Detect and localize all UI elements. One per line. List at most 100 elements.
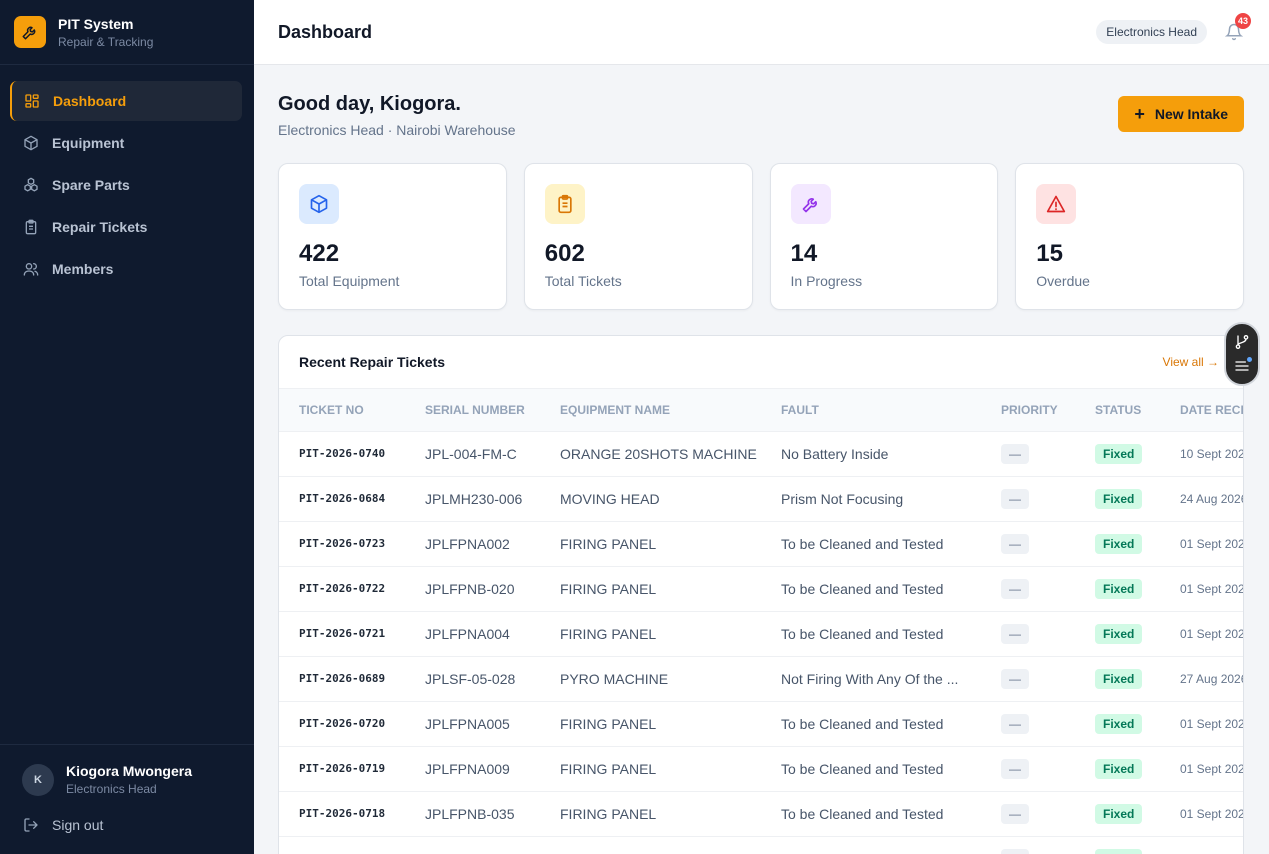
ticket-number-cell: PIT-2026-0718 bbox=[279, 790, 405, 836]
fault-cell: To be Cleaned and Tested bbox=[761, 835, 981, 854]
card-title: Recent Repair Tickets bbox=[299, 354, 446, 370]
table-row[interactable]: PIT-2026-0740 JPL-004-FM-C ORANGE 20SHOTS … bbox=[279, 430, 1243, 476]
sidebar-item-repair-tickets[interactable]: Repair Tickets bbox=[10, 207, 242, 247]
menu-button[interactable] bbox=[1232, 356, 1252, 376]
status-badge: Fixed bbox=[1095, 623, 1143, 644]
priority-cell: — bbox=[981, 655, 1075, 701]
fault-cell: To be Cleaned and Tested bbox=[761, 790, 981, 836]
column-header[interactable]: FAULT bbox=[761, 389, 981, 431]
box-icon bbox=[22, 134, 40, 152]
date-cell: 01 Sept 2026 bbox=[1160, 745, 1243, 791]
table-row[interactable]: PIT-2026-0723 JPLFPNA002 FIRING PANEL To be… bbox=[279, 520, 1243, 566]
sidebar-item-members[interactable]: Members bbox=[10, 249, 242, 289]
stat-label: Total Tickets bbox=[544, 273, 622, 289]
serial-number-cell: JPLFPNA009 bbox=[405, 745, 540, 791]
stat-card-total-tickets: 602 Total Tickets bbox=[523, 163, 753, 310]
table-row[interactable]: PIT-2026-0719 JPLFPNA009 FIRING PANEL To be… bbox=[279, 745, 1243, 791]
serial-number-cell: JPLFPNA002 bbox=[405, 520, 540, 566]
stat-card-overdue: 15 Overdue bbox=[1015, 163, 1244, 310]
fault-cell: Prism Not Focusing bbox=[761, 475, 981, 521]
table-row[interactable]: PIT-2026-0720 JPLFPNA005 FIRING PANEL To be… bbox=[279, 700, 1243, 746]
priority-badge: — bbox=[1001, 488, 1029, 509]
recent-tickets-card: Recent Repair Tickets View all → TICKET … bbox=[278, 335, 1244, 854]
stat-value: 602 bbox=[544, 240, 585, 267]
table-row[interactable]: PIT-2026-0721 JPLFPNA004 FIRING PANEL To be… bbox=[279, 610, 1243, 656]
sign-out-button[interactable]: Sign out bbox=[22, 816, 232, 834]
top-header: Dashboard Electronics Head 43 bbox=[254, 0, 1269, 65]
user-profile: K Kiogora Mwongera Electronics Head bbox=[22, 763, 232, 796]
status-cell: Fixed bbox=[1075, 655, 1160, 701]
equipment-name-cell: FIRING PANEL bbox=[540, 520, 761, 566]
column-header[interactable]: PRIORITY bbox=[981, 389, 1075, 431]
column-header[interactable]: SERIAL NUMBER bbox=[405, 389, 540, 431]
date-cell: 01 Sept 2026 bbox=[1160, 790, 1243, 836]
sidebar-item-equipment[interactable]: Equipment bbox=[10, 123, 242, 163]
column-header[interactable]: STATUS bbox=[1075, 389, 1160, 431]
table-row[interactable]: PIT-2026-0684 JPLMH230-006 MOVING HEAD Pris… bbox=[279, 475, 1243, 521]
date-cell: 10 Sept 2026 bbox=[1160, 430, 1243, 476]
date-cell: 24 Aug 2026 bbox=[1160, 475, 1243, 521]
notifications-button[interactable]: 43 bbox=[1223, 13, 1251, 43]
sidebar-item-dashboard[interactable]: Dashboard bbox=[10, 81, 242, 121]
branch-button[interactable] bbox=[1232, 332, 1252, 352]
fault-cell: No Battery Inside bbox=[761, 430, 981, 476]
priority-cell: — bbox=[981, 700, 1075, 746]
ticket-number-cell: PIT-2026-0689 bbox=[279, 655, 405, 701]
status-badge: Fixed bbox=[1095, 668, 1143, 689]
priority-badge: — bbox=[1001, 578, 1029, 599]
greeting-title: Good day, Kiogora. bbox=[278, 93, 461, 115]
stat-value: 14 bbox=[790, 240, 818, 267]
table-row[interactable]: PIT-2026-0689 JPLSF-05-028 PYRO MACHINE Not… bbox=[279, 655, 1243, 701]
stat-label: In Progress bbox=[790, 273, 863, 289]
parts-icon bbox=[22, 176, 40, 194]
view-all-link[interactable]: View all → bbox=[1162, 355, 1219, 369]
sidebar-nav: Dashboard Equipment Spare Parts Repair T… bbox=[0, 65, 254, 289]
stat-value: 15 bbox=[1036, 240, 1063, 267]
ticket-number-cell: PIT-2026-0722 bbox=[279, 565, 405, 611]
fault-cell: To be Cleaned and Tested bbox=[761, 520, 981, 566]
fault-cell: To be Cleaned and Tested bbox=[761, 700, 981, 746]
equipment-name-cell: FIRING PANEL bbox=[540, 790, 761, 836]
serial-number-cell: JPLFPNB-020 bbox=[405, 565, 540, 611]
priority-cell: — bbox=[981, 835, 1075, 854]
equipment-name-cell: PYRO MACHINE bbox=[540, 655, 761, 701]
status-badge: Fixed bbox=[1095, 443, 1143, 464]
status-badge: Fixed bbox=[1095, 533, 1143, 554]
table-row[interactable]: PIT-2026-0722 JPLFPNB-020 FIRING PANEL To b… bbox=[279, 565, 1243, 611]
stat-value: 422 bbox=[299, 240, 340, 267]
fault-cell: To be Cleaned and Tested bbox=[761, 565, 981, 611]
wrench-icon bbox=[14, 16, 46, 48]
user-name: Kiogora Mwongera bbox=[66, 763, 193, 779]
clipboard-icon bbox=[22, 218, 40, 236]
date-cell: 01 Sept 2026 bbox=[1160, 700, 1243, 746]
column-header[interactable]: TICKET NO bbox=[279, 389, 405, 431]
status-cell: Fixed bbox=[1075, 835, 1160, 854]
new-intake-button[interactable]: + New Intake bbox=[1118, 96, 1244, 132]
brand-title: PIT System bbox=[58, 15, 134, 32]
status-cell: Fixed bbox=[1075, 475, 1160, 521]
status-cell: Fixed bbox=[1075, 520, 1160, 566]
sidebar-item-label: Members bbox=[52, 261, 114, 277]
box-icon bbox=[299, 184, 339, 224]
status-cell: Fixed bbox=[1075, 430, 1160, 476]
ticket-number-cell: PIT-2026-0717 bbox=[279, 835, 405, 854]
sidebar-item-spare-parts[interactable]: Spare Parts bbox=[10, 165, 242, 205]
wrench-icon bbox=[790, 184, 831, 224]
indicator-dot bbox=[1247, 357, 1252, 362]
priority-cell: — bbox=[981, 565, 1075, 611]
column-header[interactable]: DATE RECEI bbox=[1160, 389, 1243, 431]
status-badge: Fixed bbox=[1095, 713, 1143, 734]
table-row[interactable]: PIT-2026-0718 JPLFPNB-035 FIRING PANEL To b… bbox=[279, 790, 1243, 836]
equipment-name-cell: ORANGE 20SHOTS MACHINE bbox=[540, 430, 761, 476]
column-header[interactable]: EQUIPMENT NAME bbox=[540, 389, 761, 431]
date-cell: 01 Sept 2026 bbox=[1160, 520, 1243, 566]
priority-cell: — bbox=[981, 745, 1075, 791]
priority-badge: — bbox=[1001, 533, 1029, 554]
date-cell: 01 Sept 2026 bbox=[1160, 565, 1243, 611]
stats-row: 422 Total Equipment 602 Total Tickets 14… bbox=[278, 163, 1244, 310]
avatar: K bbox=[22, 763, 54, 796]
status-cell: Fixed bbox=[1075, 745, 1160, 791]
status-cell: Fixed bbox=[1075, 565, 1160, 611]
equipment-name-cell: FIRING PANEL bbox=[540, 835, 761, 854]
